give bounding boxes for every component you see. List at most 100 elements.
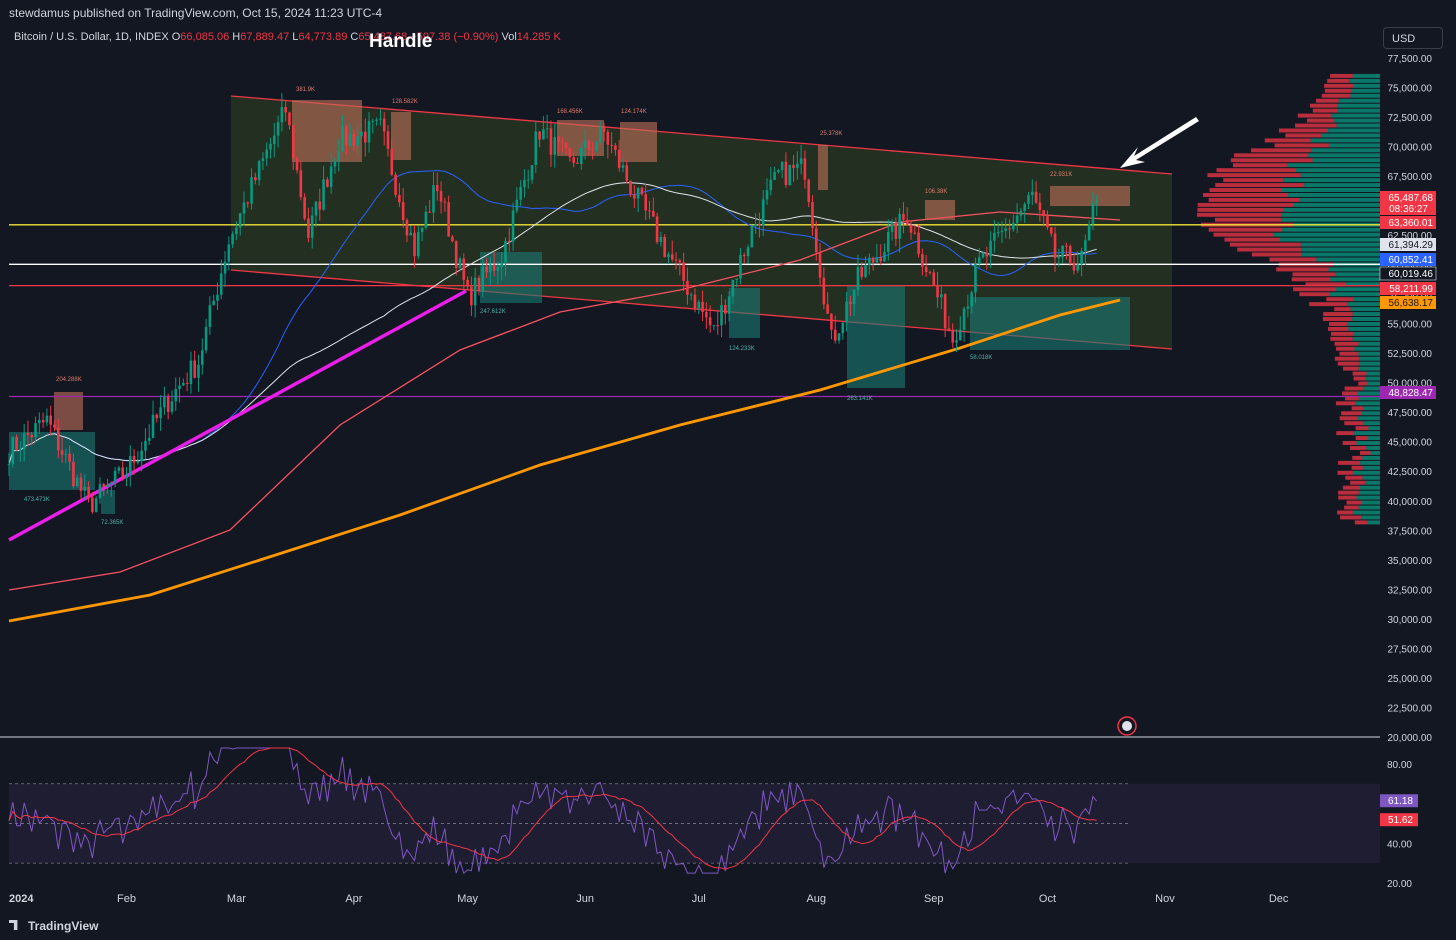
candle-body — [883, 251, 886, 262]
symbol-legend[interactable]: Bitcoin / U.S. Dollar, 1D, INDEX O66,085… — [14, 31, 561, 43]
price-label: 63,360.01 — [1389, 218, 1434, 229]
profile-bar-sell — [1197, 212, 1282, 217]
candle-body — [435, 185, 439, 192]
profile-bar-sell — [1251, 148, 1311, 153]
profile-bar-sell — [1215, 183, 1305, 188]
profile-bar-buy — [1293, 202, 1380, 207]
candle-body — [322, 179, 325, 210]
candle-body — [735, 278, 738, 280]
candle-body — [182, 382, 185, 386]
volume-value: 14.285 K — [516, 31, 561, 43]
price-label-box — [1380, 282, 1436, 295]
profile-bar-sell — [1351, 465, 1364, 470]
candle-body — [720, 305, 723, 326]
candle-body — [307, 218, 310, 238]
candle-body — [26, 432, 30, 435]
candle-body — [360, 131, 363, 137]
profile-bar-buy — [1358, 341, 1380, 346]
profile-bar-sell — [1334, 341, 1359, 346]
profile-bar-sell — [1355, 436, 1369, 441]
candle-body — [413, 232, 416, 257]
profile-bar-buy — [1347, 302, 1380, 307]
candle-body — [1057, 257, 1061, 259]
candle-body — [595, 142, 598, 151]
profile-bar-sell — [1336, 346, 1355, 351]
candle-body — [841, 322, 845, 334]
candle-body — [212, 300, 215, 306]
profile-bar-sell — [1278, 128, 1329, 133]
candle-body — [398, 194, 401, 203]
profile-bar-buy — [1367, 520, 1380, 525]
candle-body — [511, 210, 515, 242]
candle-body — [951, 329, 955, 343]
candle-body — [921, 254, 924, 267]
ma100-line — [8, 182, 1097, 465]
profile-bar-sell — [1330, 73, 1353, 78]
profile-bar-sell — [1234, 153, 1309, 158]
horizontal-levels — [9, 224, 1380, 398]
candle-body — [1027, 195, 1030, 205]
candle-body — [288, 112, 291, 126]
candle-body — [977, 257, 981, 264]
profile-bar-sell — [1353, 376, 1366, 381]
zone-box — [292, 100, 362, 162]
profile-bar-buy — [1329, 292, 1380, 297]
candle-body — [208, 305, 212, 327]
profile-bar-sell — [1344, 505, 1359, 510]
candle-body — [197, 364, 200, 378]
rsi-tick-label: 40.00 — [1387, 839, 1412, 850]
candle-body — [648, 210, 651, 212]
profile-bar-sell — [1350, 480, 1366, 485]
candle-body — [765, 190, 769, 200]
profile-bar-sell — [1339, 351, 1359, 356]
candle-body — [1034, 191, 1038, 203]
tradingview-logo[interactable]: TradingView — [9, 919, 98, 933]
price-label: 61,394.29 — [1389, 240, 1434, 251]
candle-body — [579, 147, 583, 164]
candle-body — [898, 213, 901, 239]
candle-body — [94, 498, 98, 512]
time-axis[interactable]: 2024 Feb Mar Apr May Jun Jul Aug Sep Oct Nov Dec — [9, 893, 1289, 905]
channel-upper-line — [230, 95, 1173, 175]
profile-bar-sell — [1329, 321, 1348, 326]
profile-bar-buy — [1337, 103, 1380, 108]
candle-body — [913, 232, 917, 234]
profile-bar-buy — [1356, 495, 1380, 500]
candle-body — [1004, 228, 1008, 231]
candle-body — [189, 360, 193, 384]
profile-bar-buy — [1351, 88, 1380, 93]
candle-body — [34, 423, 37, 438]
candle-body — [496, 267, 500, 271]
candle-body — [227, 244, 231, 262]
candle-body — [219, 273, 223, 295]
candle-body — [761, 199, 765, 226]
arrow-icon — [1120, 117, 1199, 168]
volume-profile — [1197, 73, 1380, 525]
candle-body — [822, 277, 826, 305]
profile-bar-sell — [1214, 217, 1282, 222]
candle-body — [902, 213, 905, 220]
candle-body — [670, 254, 674, 260]
candle-body — [549, 128, 553, 155]
currency-button[interactable]: USD — [1383, 27, 1443, 49]
profile-bar-sell — [1344, 386, 1364, 391]
candle-body — [174, 389, 178, 402]
profile-bar-buy — [1361, 411, 1380, 416]
rsi-ma-line — [8, 747, 1097, 870]
zone-box — [925, 200, 955, 220]
volume-label: 381.9K — [296, 87, 315, 93]
candle-body — [659, 237, 663, 242]
zone-box — [54, 392, 83, 430]
profile-bar-buy — [1368, 436, 1380, 441]
y-tick-label: 40,000.00 — [1388, 497, 1433, 508]
candle-body — [955, 340, 958, 343]
candle-body — [739, 254, 742, 279]
volume-label: 168.456K — [557, 109, 583, 115]
candle-body — [113, 470, 117, 483]
candle-body — [538, 131, 541, 140]
profile-bar-buy — [1331, 113, 1380, 118]
profile-bar-buy — [1301, 252, 1380, 257]
price-axis[interactable]: 77,500.00 75,000.00 72,500.00 70,000.00 67,5… — [1379, 0, 1456, 912]
zone-box — [480, 252, 542, 303]
